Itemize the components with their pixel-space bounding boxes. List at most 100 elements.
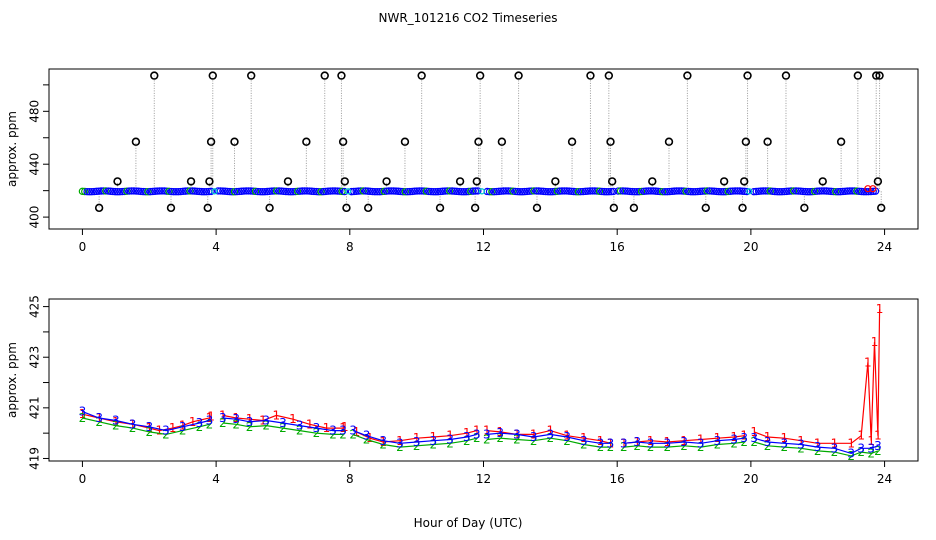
series-point-1: 1	[79, 407, 87, 421]
normal-sample-point	[130, 187, 138, 195]
series-point-1: 1	[547, 424, 555, 438]
spike-point	[186, 177, 196, 186]
normal-sample-point	[389, 187, 398, 195]
normal-sample-point	[577, 187, 585, 196]
spike-point	[338, 137, 348, 146]
normal-sample-point	[541, 187, 550, 196]
normal-sample-point	[558, 187, 566, 195]
spike-point	[472, 177, 482, 186]
normal-sample-point	[226, 187, 234, 196]
spike-point	[208, 71, 217, 80]
normal-sample-point	[644, 187, 653, 195]
normal-sample-point	[268, 187, 276, 195]
spike-point	[382, 177, 391, 186]
series-point-1: 1	[396, 434, 404, 448]
spike-point	[875, 71, 884, 80]
normal-sample-point	[806, 187, 814, 196]
normal-sample-point	[111, 187, 119, 196]
series-point-2: 2	[349, 427, 357, 441]
series-point-2: 2	[262, 419, 270, 433]
series-point-3: 3	[607, 436, 615, 450]
normal-sample-point	[315, 188, 323, 196]
series-point-3: 3	[730, 432, 738, 446]
normal-sample-point	[284, 187, 293, 196]
spike-point	[739, 177, 749, 186]
normal-sample-point	[432, 188, 440, 196]
normal-sample-point	[633, 188, 641, 196]
normal-sample-point	[244, 187, 253, 195]
series-point-3: 3	[597, 436, 605, 450]
normal-sample-point	[792, 187, 800, 195]
normal-sample-point	[715, 187, 723, 196]
normal-sample-point	[172, 188, 180, 196]
normal-sample-point	[775, 188, 784, 196]
normal-sample-point	[174, 187, 183, 196]
series-point-2: 2	[329, 427, 337, 441]
normal-sample-point	[186, 187, 194, 195]
normal-sample-point	[441, 187, 449, 195]
normal-sample-point	[396, 187, 405, 196]
normal-sample-point	[485, 187, 494, 196]
series-point-3: 3	[279, 416, 287, 430]
series-point-1: 1	[272, 408, 280, 422]
y-tick-label: 480	[28, 100, 42, 123]
normal-sample-point	[413, 187, 421, 195]
normal-sample-point	[410, 187, 419, 195]
normal-sample-point	[144, 188, 152, 196]
normal-sample-point	[415, 187, 424, 195]
normal-sample-point	[623, 187, 632, 195]
series-point-1: 1	[764, 430, 772, 444]
series-point-1: 1	[797, 434, 805, 448]
series-point-2: 2	[620, 440, 628, 454]
normal-sample-point	[841, 187, 849, 195]
series-point-3: 3	[463, 430, 471, 444]
series-point-2: 2	[296, 424, 304, 438]
normal-sample-point	[672, 187, 681, 195]
series-point-1: 1	[463, 426, 471, 440]
spike-point	[474, 137, 483, 146]
normal-sample-point	[132, 187, 140, 195]
series-point-3: 3	[430, 434, 438, 448]
normal-sample-point	[532, 187, 541, 195]
series-point-2: 2	[162, 427, 170, 441]
normal-sample-point	[453, 187, 461, 196]
normal-sample-point	[848, 187, 856, 195]
series-point-2: 2	[313, 426, 321, 440]
normal-sample-point	[591, 187, 599, 195]
series-point-2: 2	[279, 421, 287, 435]
spike-point	[337, 71, 346, 80]
normal-sample-point	[382, 187, 391, 195]
normal-sample-point	[832, 187, 840, 196]
normal-sample-point	[331, 187, 339, 195]
series-point-1: 1	[876, 302, 884, 316]
series-point-3: 3	[162, 424, 170, 438]
series-point-3: 3	[797, 438, 805, 452]
normal-sample-point	[277, 187, 285, 195]
normal-sample-point	[300, 187, 309, 195]
series-point-1: 1	[647, 434, 655, 448]
normal-sample-point	[125, 187, 133, 195]
normal-sample-point	[822, 187, 831, 195]
normal-sample-point	[134, 187, 143, 195]
normal-sample-point	[537, 187, 545, 195]
red-sample-point	[869, 185, 877, 193]
normal-sample-point	[298, 187, 307, 195]
normal-sample-point	[546, 188, 555, 196]
normal-sample-point	[195, 187, 204, 196]
normal-sample-point	[469, 187, 477, 195]
normal-sample-point	[181, 187, 190, 195]
normal-sample-point	[188, 187, 197, 195]
normal-sample-point	[815, 187, 824, 195]
series-point-2: 2	[473, 431, 481, 445]
spike-point	[609, 203, 619, 213]
spike-point	[400, 137, 410, 146]
series-point-3: 3	[874, 439, 882, 453]
spike-point	[719, 177, 729, 186]
series-point-3: 3	[620, 436, 628, 450]
normal-sample-point	[347, 187, 356, 196]
normal-sample-point	[127, 187, 136, 195]
panel1-frame	[48, 68, 919, 230]
normal-sample-point	[392, 187, 400, 195]
